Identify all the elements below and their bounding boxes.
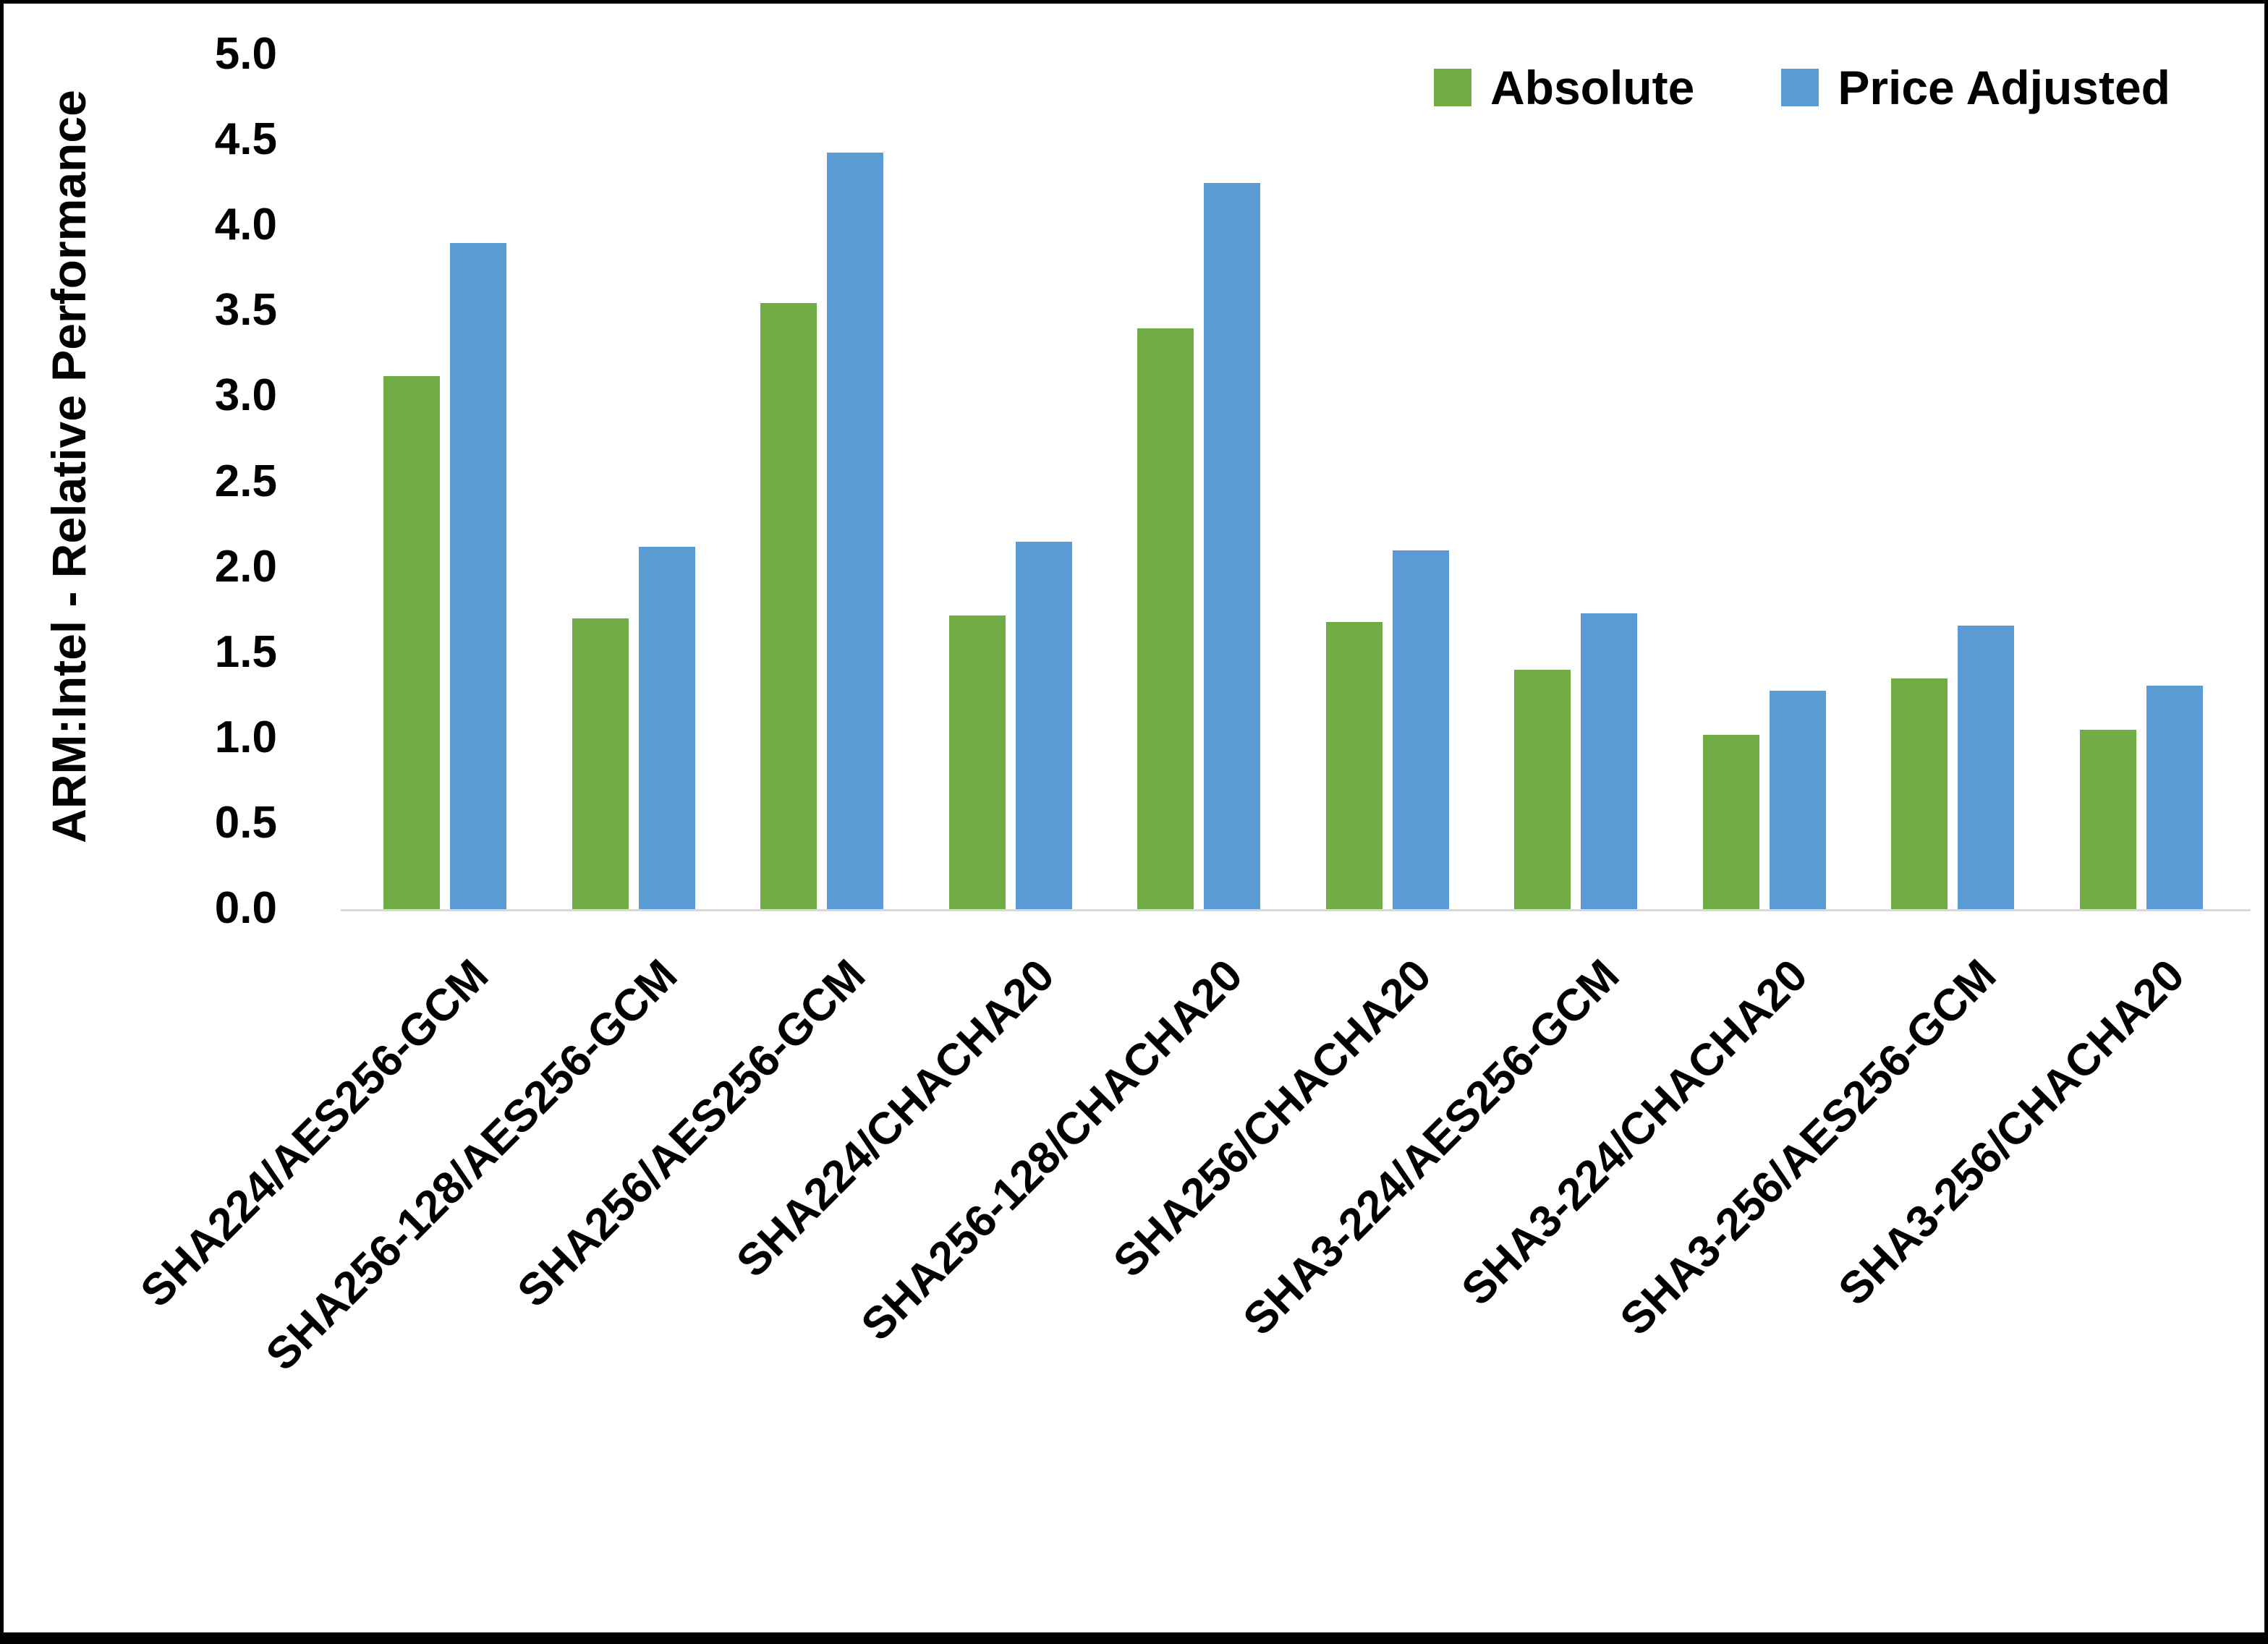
x-category-label: SHA256/CHACHA20 xyxy=(1103,950,1441,1287)
bar-price-adjusted xyxy=(1204,183,1261,909)
legend-item-absolute: Absolute xyxy=(1433,60,1695,115)
legend-label-price-adjusted: Price Adjusted xyxy=(1838,61,2170,114)
y-tick-label: 1.0 xyxy=(214,712,277,762)
y-tick-label: 2.0 xyxy=(214,541,277,592)
x-axis-baseline xyxy=(341,909,2251,911)
x-category-label: SHA256/AES256-GCM xyxy=(508,950,875,1317)
bar-absolute xyxy=(2079,730,2136,909)
bar-group xyxy=(1482,55,1670,909)
bar-price-adjusted xyxy=(827,152,884,909)
legend-item-price-adjusted: Price Adjusted xyxy=(1781,60,2170,115)
bar-group xyxy=(1294,55,1482,909)
bar-group xyxy=(917,55,1105,909)
plot-area xyxy=(351,55,2235,909)
bar-price-adjusted xyxy=(1769,690,1826,909)
y-tick-label: 0.0 xyxy=(214,883,277,934)
y-tick-label: 4.0 xyxy=(214,200,277,250)
bar-absolute xyxy=(948,615,1006,909)
legend-swatch-absolute-icon xyxy=(1433,69,1471,106)
bar-price-adjusted xyxy=(1392,550,1449,909)
bar-group xyxy=(1859,55,2047,909)
x-category-label: SHA224/CHACHA20 xyxy=(726,950,1064,1287)
y-tick-label: 0.5 xyxy=(214,797,277,848)
x-axis-category-labels: SHA224/AES256-GCM SHA256-128/AES256-GCM SH… xyxy=(132,931,2235,1596)
bar-group xyxy=(351,55,540,909)
bar-absolute xyxy=(1702,735,1759,909)
bar-absolute xyxy=(760,302,817,909)
bar-absolute xyxy=(1325,622,1383,909)
x-category-label: SHA3-224/AES256-GCM xyxy=(1233,950,1629,1345)
bar-absolute xyxy=(1514,670,1571,909)
legend-label-absolute: Absolute xyxy=(1490,61,1695,114)
bar-absolute xyxy=(572,618,629,909)
bar-group xyxy=(2047,55,2236,909)
bar-group xyxy=(540,55,729,909)
y-axis-tick-labels: 0.0 0.5 1.0 1.5 2.0 2.5 3.0 3.5 4.0 4.5 5.0 xyxy=(4,29,277,933)
y-tick-label: 1.5 xyxy=(214,626,277,677)
y-tick-label: 2.5 xyxy=(214,456,277,506)
x-category-label: SHA256-128/CHACHA20 xyxy=(851,950,1252,1350)
bar-price-adjusted xyxy=(638,547,695,909)
legend: Absolute Price Adjusted xyxy=(1433,60,2170,115)
bar-absolute xyxy=(1891,678,1948,909)
y-tick-label: 5.0 xyxy=(214,29,277,80)
bar-group xyxy=(728,55,917,909)
bar-price-adjusted xyxy=(450,242,507,909)
bar-absolute xyxy=(1137,328,1194,909)
x-category-label: SHA3-256/AES256-GCM xyxy=(1610,950,2006,1345)
bar-absolute xyxy=(383,376,441,909)
y-tick-label: 3.5 xyxy=(214,285,277,336)
bar-price-adjusted xyxy=(1015,542,1072,909)
y-tick-label: 4.5 xyxy=(214,114,277,165)
x-category-label: SHA3-256/CHACHA20 xyxy=(1829,950,2195,1316)
x-category-label: SHA224/AES256-GCM xyxy=(131,950,498,1317)
bar-group xyxy=(1670,55,1859,909)
legend-swatch-price-adjusted-icon xyxy=(1781,69,1819,106)
bar-group xyxy=(1105,55,1294,909)
x-category-label: SHA3-224/CHACHA20 xyxy=(1452,950,1818,1316)
y-tick-label: 3.0 xyxy=(214,370,277,421)
bar-price-adjusted xyxy=(2146,685,2203,909)
bar-price-adjusted xyxy=(1581,613,1638,909)
bar-price-adjusted xyxy=(1958,625,2015,909)
